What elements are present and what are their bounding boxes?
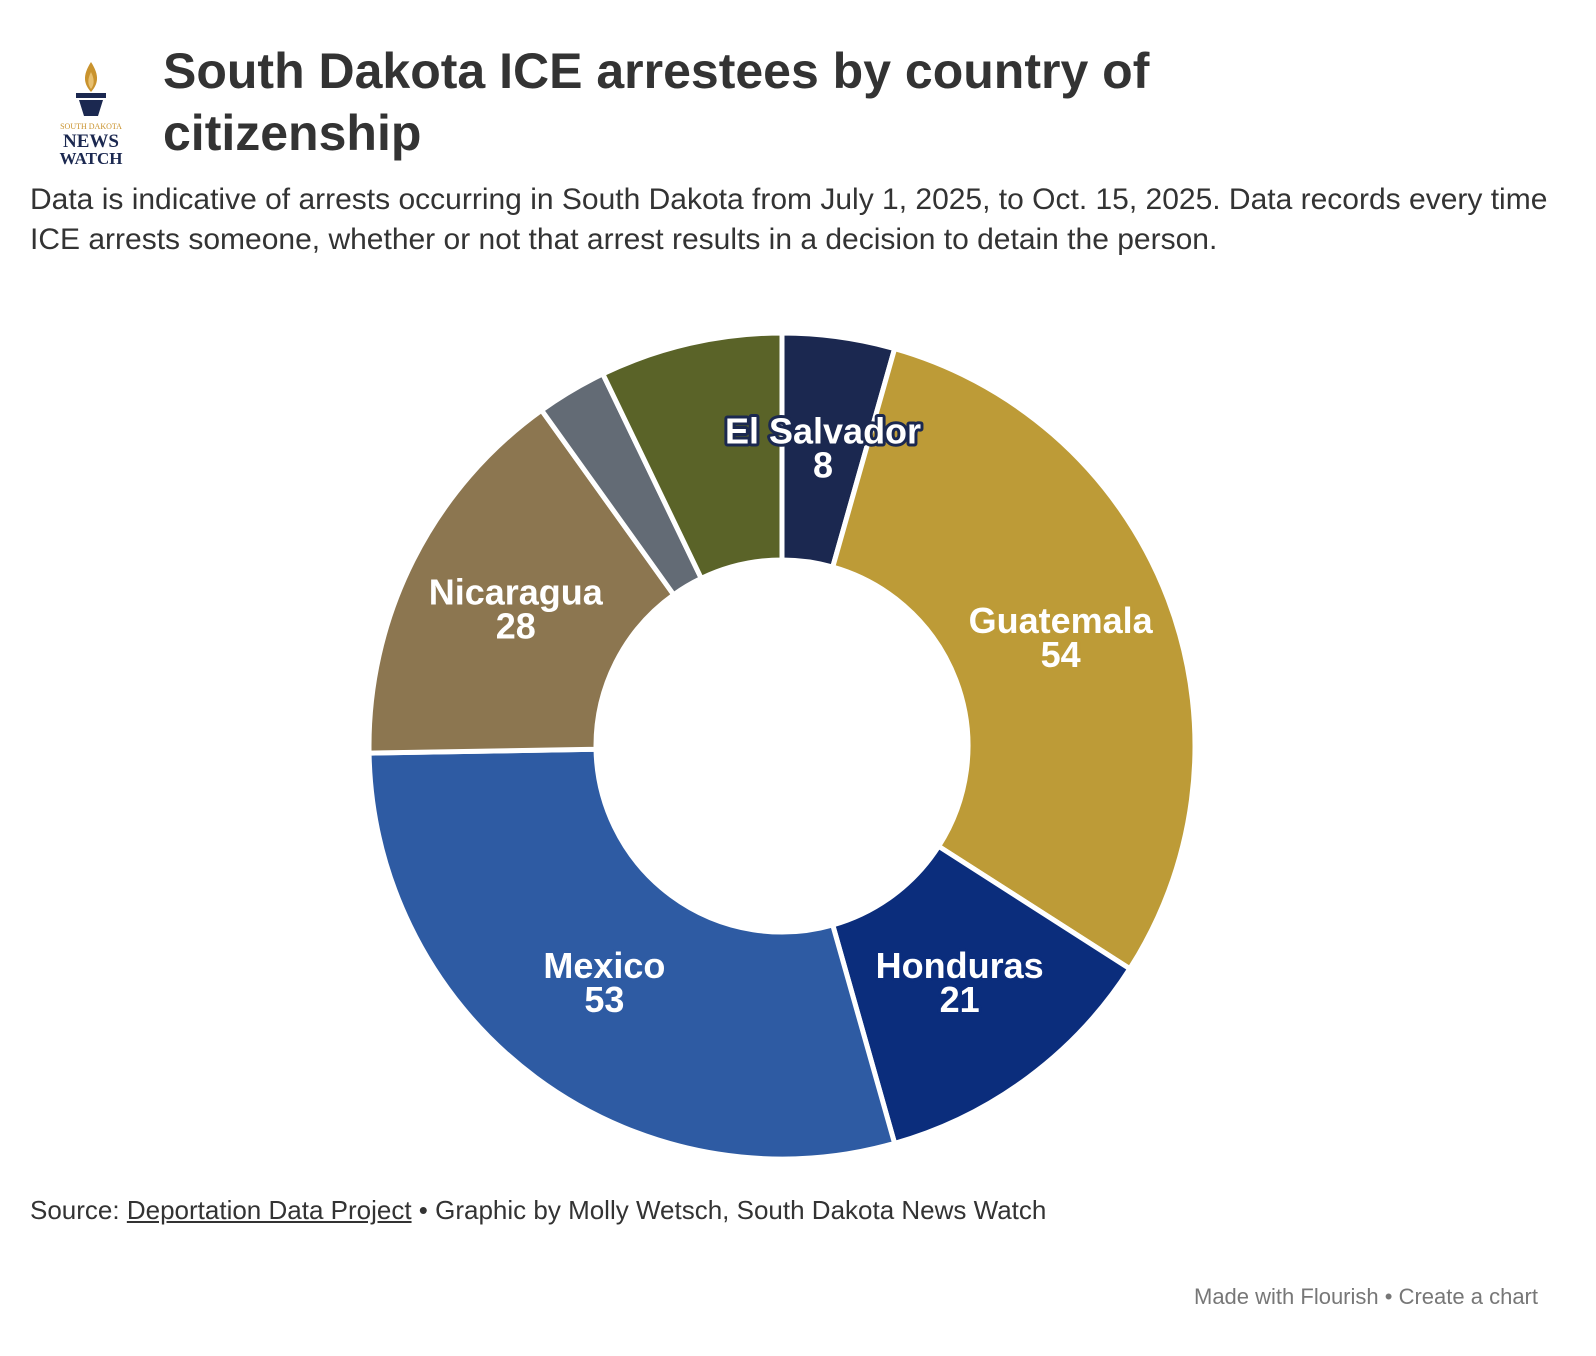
footer-made[interactable]: Made with Flourish	[1194, 1284, 1379, 1309]
slice-value: 21	[940, 979, 980, 1020]
footer: Made with Flourish • Create a chart	[1194, 1284, 1538, 1310]
donut-slice	[539, 371, 704, 598]
logo-text: NEWS	[63, 131, 119, 152]
logo-torch	[79, 100, 103, 116]
donut-slice	[600, 330, 785, 581]
footer-separator: •	[1384, 1284, 1393, 1309]
slice-label: Nicaragua	[429, 572, 604, 613]
slice-value: 28	[496, 606, 536, 647]
slice-value: 8	[813, 444, 833, 485]
donut-slice	[830, 843, 1133, 1146]
chart-subtitle: Data is indicative of arrests occurring …	[30, 183, 1548, 256]
donut-slice	[366, 746, 898, 1162]
footer-create[interactable]: Create a chart	[1398, 1284, 1538, 1309]
chart-title: South Dakota ICE arrestees by country of…	[163, 43, 1150, 161]
donut-slice	[366, 407, 677, 756]
donut-slice	[779, 330, 898, 570]
slice-label: Guatemala	[969, 600, 1154, 641]
slice-label: El Salvador	[725, 410, 921, 451]
logo-flame-inner	[88, 72, 94, 89]
source: Source: Deportation Data Project • Graph…	[30, 1195, 1046, 1226]
source-prefix: Source:	[30, 1195, 120, 1225]
donut-slice	[830, 346, 1198, 972]
logo-text: SOUTH DAKOTA	[60, 122, 122, 131]
logo: SOUTH DAKOTA NEWS WATCH	[60, 62, 123, 168]
slice-value: 54	[1041, 634, 1081, 675]
slice-label: Mexico	[543, 945, 665, 986]
logo-text: WATCH	[60, 149, 123, 168]
slice-value: 53	[584, 979, 624, 1020]
source-suffix: • Graphic by Molly Wetsch, South Dakota …	[418, 1195, 1047, 1225]
logo-torch	[76, 93, 106, 98]
source-link[interactable]: Deportation Data Project	[126, 1195, 412, 1225]
slice-label: Honduras	[876, 945, 1044, 986]
